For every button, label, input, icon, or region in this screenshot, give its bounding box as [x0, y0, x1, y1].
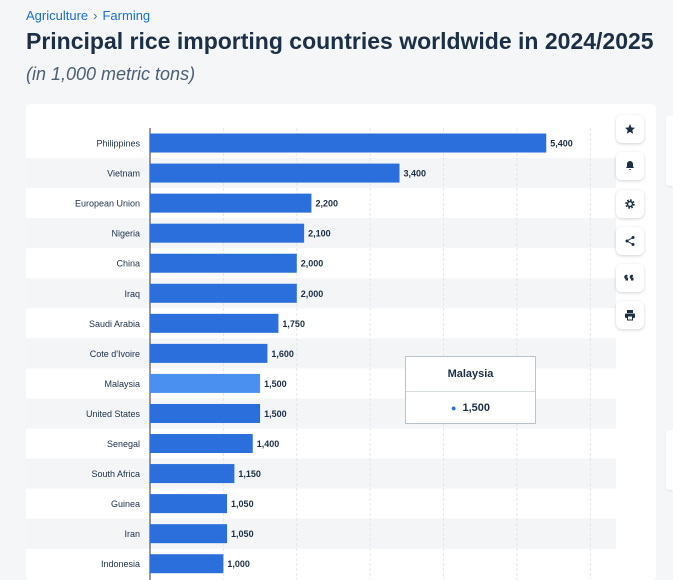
tooltip-series-dot: ●	[451, 402, 457, 413]
share-icon	[625, 236, 635, 246]
category-label: Philippines	[96, 139, 140, 149]
row-band	[26, 278, 616, 309]
print-icon	[625, 310, 635, 321]
page-subtitle: (in 1,000 metric tons)	[26, 64, 196, 84]
gear-icon	[625, 199, 635, 209]
value-label: 1,400	[257, 439, 280, 449]
category-label: Iran	[124, 529, 140, 539]
value-label: 1,000	[227, 559, 250, 569]
print-button[interactable]	[616, 301, 644, 329]
bell-icon	[626, 161, 634, 170]
value-label: 1,600	[271, 349, 294, 359]
category-label: European Union	[75, 199, 140, 209]
value-label: 2,000	[301, 259, 324, 269]
cite-button[interactable]	[616, 264, 644, 292]
value-label: 2,200	[315, 199, 338, 209]
category-label: China	[116, 259, 140, 269]
page-title: Principal rice importing countries world…	[26, 28, 654, 54]
bar[interactable]	[150, 133, 547, 153]
category-label: Cote d'Ivoire	[90, 349, 140, 359]
category-label: Indonesia	[101, 559, 140, 569]
category-label: Saudi Arabia	[89, 319, 140, 329]
side-panel-edge	[666, 116, 673, 186]
bar[interactable]	[150, 373, 261, 393]
bar[interactable]	[150, 554, 224, 574]
tooltip-body: ● 1,500	[406, 392, 535, 423]
quote-icon	[624, 274, 634, 281]
chart-card: Philippines 5,400 Vietnam 3,400 European Uni…	[26, 104, 656, 580]
category-label: South Africa	[91, 469, 140, 479]
bar[interactable]	[150, 283, 297, 303]
value-label: 2,000	[301, 289, 324, 299]
value-label: 1,750	[282, 319, 305, 329]
bar[interactable]	[150, 434, 253, 454]
bar[interactable]	[150, 193, 312, 213]
notification-button[interactable]	[616, 152, 644, 180]
category-label: Senegal	[107, 439, 140, 449]
star-icon	[625, 124, 635, 134]
breadcrumb-agriculture-link[interactable]: Agriculture	[26, 8, 89, 23]
value-label: 3,400	[404, 169, 427, 179]
tooltip-title: Malaysia	[406, 357, 535, 392]
bar[interactable]	[150, 313, 279, 333]
bar[interactable]	[150, 403, 261, 423]
settings-button[interactable]	[616, 190, 644, 218]
value-label: 2,100	[308, 229, 331, 239]
row-band	[26, 458, 616, 489]
value-label: 5,400	[550, 139, 573, 149]
category-label: Iraq	[124, 289, 140, 299]
bar[interactable]	[150, 163, 400, 183]
bar-chart: Philippines 5,400 Vietnam 3,400 European Uni…	[26, 128, 616, 580]
bar[interactable]	[150, 494, 228, 514]
share-button[interactable]	[616, 227, 644, 255]
bar[interactable]	[150, 223, 305, 243]
side-panel-edge	[666, 430, 673, 490]
value-label: 1,150	[238, 469, 261, 479]
bar[interactable]	[150, 464, 235, 484]
value-label: 1,050	[231, 529, 254, 539]
bar[interactable]	[150, 253, 297, 273]
category-label: United States	[86, 409, 141, 419]
category-label: Vietnam	[107, 169, 140, 179]
bar[interactable]	[150, 524, 228, 544]
row-band	[26, 218, 616, 249]
breadcrumb-separator: ›	[93, 8, 98, 23]
category-label: Guinea	[111, 499, 140, 509]
value-label: 1,500	[264, 379, 287, 389]
favorite-button[interactable]	[616, 115, 644, 143]
row-band	[26, 518, 616, 549]
tooltip-value: 1,500	[462, 401, 490, 414]
value-label: 1,500	[264, 409, 287, 419]
chart-tooltip: Malaysia ● 1,500	[405, 356, 536, 424]
value-label: 1,050	[231, 499, 254, 509]
breadcrumb: Agriculture › Farming	[26, 8, 150, 23]
breadcrumb-farming-link[interactable]: Farming	[102, 8, 151, 23]
bar[interactable]	[150, 343, 268, 363]
category-label: Nigeria	[111, 229, 140, 239]
category-label: Malaysia	[104, 379, 140, 389]
